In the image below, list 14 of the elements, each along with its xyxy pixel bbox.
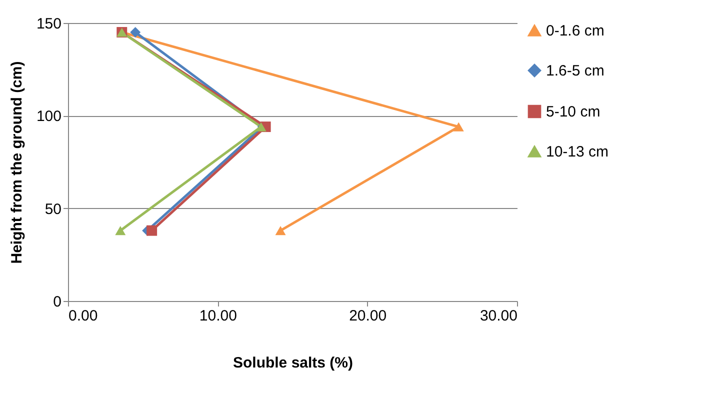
x-tick-label: 10.00 [199, 308, 237, 324]
legend-label: 0-1.6 cm [546, 22, 604, 40]
y-tick-label: 100 [36, 108, 62, 126]
x-tick-label: 20.00 [349, 308, 387, 324]
x-tick-label: 30.00 [480, 308, 518, 324]
legend-label: 10-13 cm [546, 144, 609, 160]
y-axis-title: Height from the ground (cm) [8, 61, 26, 264]
y-tick-label: 0 [53, 294, 62, 310]
legend-label: 5-10 cm [546, 104, 600, 120]
x-axis-title: Soluble salts (%) [232, 354, 354, 372]
y-tick-label: 150 [36, 16, 62, 32]
y-tick-label: 50 [44, 200, 62, 218]
legend-label: 1.6-5 cm [546, 62, 604, 80]
x-tick-label: 0.00 [68, 308, 98, 324]
